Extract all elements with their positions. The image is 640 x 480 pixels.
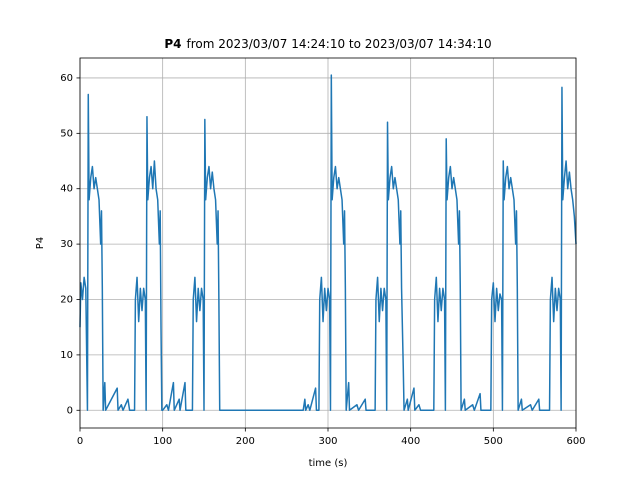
x-tick-label: 500 [484,436,503,447]
y-tick-label: 50 [60,128,73,139]
x-tick-label: 600 [566,436,585,447]
x-tick-label: 0 [77,436,83,447]
x-tick-label: 200 [236,436,255,447]
chart-title: P4 from 2023/03/07 14:24:10 to 2023/03/07… [164,37,491,51]
y-tick-label: 0 [67,405,73,416]
title-bold: P4 [164,37,181,51]
y-tick-label: 20 [60,294,73,305]
x-axis-label: time (s) [309,458,348,469]
y-tick-label: 40 [60,184,73,195]
y-tick-label: 30 [60,239,73,250]
x-tick-label: 300 [318,436,337,447]
y-tick-label: 60 [60,73,73,84]
y-axis-label: P4 [35,237,46,249]
x-tick-label: 100 [153,436,172,447]
title-rest: from 2023/03/07 14:24:10 to 2023/03/07 1… [186,37,491,51]
plot-frame [79,57,577,429]
data-line [79,74,577,412]
y-tick-label: 10 [60,350,73,361]
x-tick-label: 400 [401,436,420,447]
